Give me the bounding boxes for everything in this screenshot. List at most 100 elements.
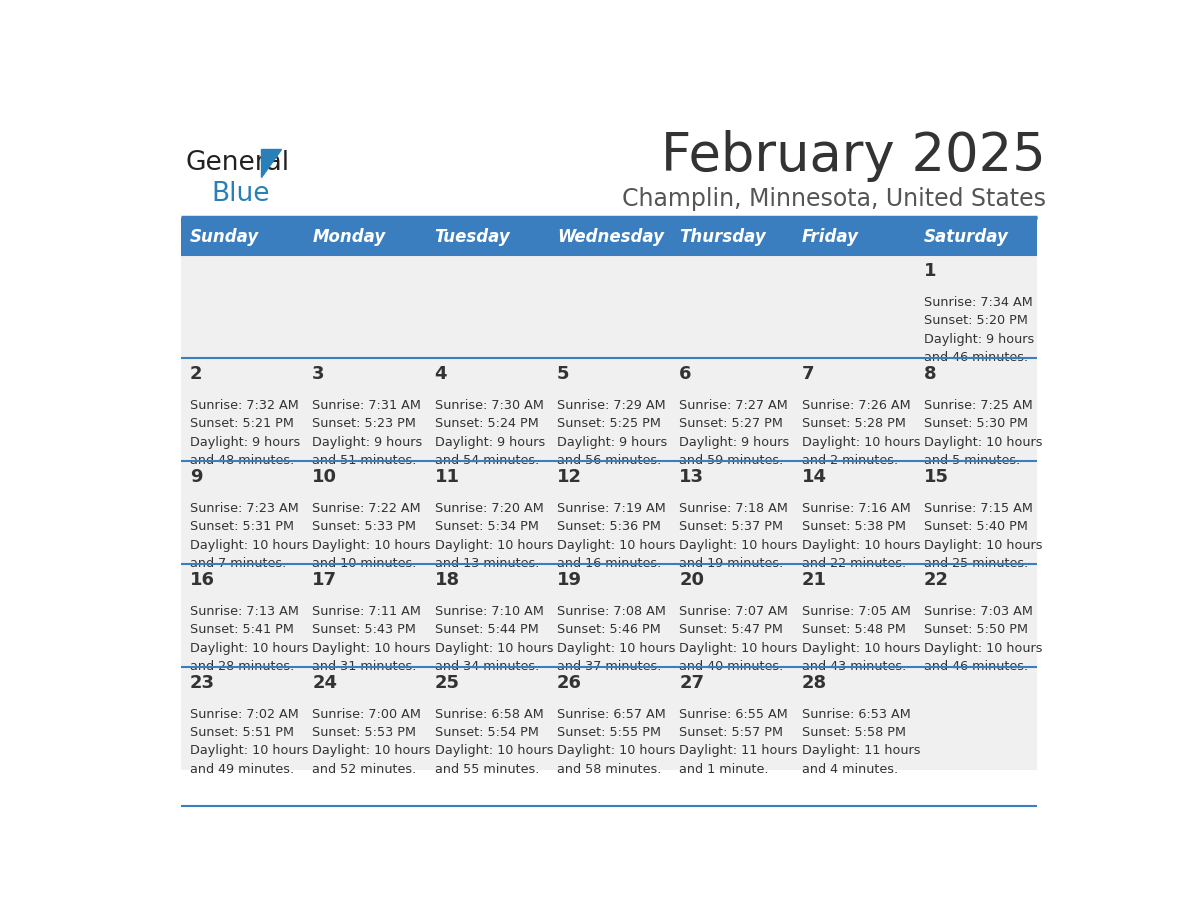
Bar xyxy=(181,564,1037,666)
Text: Sunset: 5:48 PM: Sunset: 5:48 PM xyxy=(802,623,905,636)
Text: Sunrise: 7:26 AM: Sunrise: 7:26 AM xyxy=(802,399,910,412)
Text: and 4 minutes.: and 4 minutes. xyxy=(802,763,898,776)
Text: 1: 1 xyxy=(924,263,936,280)
Text: Daylight: 10 hours: Daylight: 10 hours xyxy=(435,539,554,552)
Text: Daylight: 10 hours: Daylight: 10 hours xyxy=(190,642,309,655)
Text: and 49 minutes.: and 49 minutes. xyxy=(190,763,295,776)
Text: Sunrise: 7:02 AM: Sunrise: 7:02 AM xyxy=(190,708,298,721)
Text: Sunset: 5:25 PM: Sunset: 5:25 PM xyxy=(557,418,661,431)
Text: Sunrise: 7:30 AM: Sunrise: 7:30 AM xyxy=(435,399,543,412)
Text: Thursday: Thursday xyxy=(680,228,766,246)
Text: and 13 minutes.: and 13 minutes. xyxy=(435,557,539,570)
Text: Sunset: 5:33 PM: Sunset: 5:33 PM xyxy=(312,521,416,533)
Text: Champlin, Minnesota, United States: Champlin, Minnesota, United States xyxy=(623,186,1047,210)
Text: Daylight: 10 hours: Daylight: 10 hours xyxy=(924,642,1042,655)
Text: 18: 18 xyxy=(435,571,460,588)
Text: Sunrise: 7:31 AM: Sunrise: 7:31 AM xyxy=(312,399,421,412)
Text: 28: 28 xyxy=(802,674,827,692)
Text: Sunset: 5:31 PM: Sunset: 5:31 PM xyxy=(190,521,293,533)
Bar xyxy=(181,666,1037,769)
Text: Daylight: 10 hours: Daylight: 10 hours xyxy=(680,539,797,552)
Text: 23: 23 xyxy=(190,674,215,692)
Text: 8: 8 xyxy=(924,365,936,383)
Text: Sunset: 5:28 PM: Sunset: 5:28 PM xyxy=(802,418,905,431)
Text: and 51 minutes.: and 51 minutes. xyxy=(312,454,417,467)
Text: Daylight: 10 hours: Daylight: 10 hours xyxy=(435,642,554,655)
Text: 19: 19 xyxy=(557,571,582,588)
Text: Sunrise: 7:22 AM: Sunrise: 7:22 AM xyxy=(312,502,421,515)
Text: Sunset: 5:47 PM: Sunset: 5:47 PM xyxy=(680,623,783,636)
Polygon shape xyxy=(261,149,282,177)
Text: and 7 minutes.: and 7 minutes. xyxy=(190,557,286,570)
Text: and 5 minutes.: and 5 minutes. xyxy=(924,454,1020,467)
Text: and 48 minutes.: and 48 minutes. xyxy=(190,454,295,467)
Text: 10: 10 xyxy=(312,468,337,486)
Text: Saturday: Saturday xyxy=(924,228,1009,246)
Text: Sunset: 5:23 PM: Sunset: 5:23 PM xyxy=(312,418,416,431)
Text: 11: 11 xyxy=(435,468,460,486)
Text: and 22 minutes.: and 22 minutes. xyxy=(802,557,905,570)
Text: Daylight: 10 hours: Daylight: 10 hours xyxy=(802,436,920,449)
Text: Sunset: 5:37 PM: Sunset: 5:37 PM xyxy=(680,521,783,533)
Text: Sunrise: 7:07 AM: Sunrise: 7:07 AM xyxy=(680,605,788,618)
Text: Sunset: 5:30 PM: Sunset: 5:30 PM xyxy=(924,418,1028,431)
Text: Daylight: 11 hours: Daylight: 11 hours xyxy=(680,744,797,757)
Text: 6: 6 xyxy=(680,365,691,383)
Text: Sunrise: 7:15 AM: Sunrise: 7:15 AM xyxy=(924,502,1032,515)
Text: Sunrise: 7:03 AM: Sunrise: 7:03 AM xyxy=(924,605,1032,618)
Text: Daylight: 10 hours: Daylight: 10 hours xyxy=(924,436,1042,449)
Text: Sunrise: 7:32 AM: Sunrise: 7:32 AM xyxy=(190,399,298,412)
Text: 22: 22 xyxy=(924,571,949,588)
Text: Daylight: 10 hours: Daylight: 10 hours xyxy=(190,539,309,552)
Bar xyxy=(303,218,425,255)
Bar xyxy=(181,461,1037,564)
Text: 15: 15 xyxy=(924,468,949,486)
Text: Sunrise: 7:18 AM: Sunrise: 7:18 AM xyxy=(680,502,788,515)
Text: Sunset: 5:50 PM: Sunset: 5:50 PM xyxy=(924,623,1028,636)
Text: and 25 minutes.: and 25 minutes. xyxy=(924,557,1028,570)
Text: Daylight: 10 hours: Daylight: 10 hours xyxy=(802,642,920,655)
Text: 26: 26 xyxy=(557,674,582,692)
Text: Daylight: 10 hours: Daylight: 10 hours xyxy=(312,744,431,757)
Text: February 2025: February 2025 xyxy=(662,130,1047,182)
Text: Sunrise: 7:25 AM: Sunrise: 7:25 AM xyxy=(924,399,1032,412)
Text: General: General xyxy=(185,151,290,176)
Text: and 54 minutes.: and 54 minutes. xyxy=(435,454,539,467)
Text: Sunset: 5:27 PM: Sunset: 5:27 PM xyxy=(680,418,783,431)
Text: Daylight: 10 hours: Daylight: 10 hours xyxy=(312,539,431,552)
Text: and 31 minutes.: and 31 minutes. xyxy=(312,660,417,673)
Text: Daylight: 10 hours: Daylight: 10 hours xyxy=(190,744,309,757)
Text: Friday: Friday xyxy=(802,228,859,246)
Text: Sunset: 5:43 PM: Sunset: 5:43 PM xyxy=(312,623,416,636)
Bar xyxy=(792,218,915,255)
Text: Sunrise: 7:27 AM: Sunrise: 7:27 AM xyxy=(680,399,788,412)
Text: Daylight: 10 hours: Daylight: 10 hours xyxy=(557,744,676,757)
Text: and 1 minute.: and 1 minute. xyxy=(680,763,769,776)
Text: 3: 3 xyxy=(312,365,324,383)
Text: Sunset: 5:44 PM: Sunset: 5:44 PM xyxy=(435,623,538,636)
Text: 7: 7 xyxy=(802,365,814,383)
Bar xyxy=(915,218,1037,255)
Text: Sunset: 5:36 PM: Sunset: 5:36 PM xyxy=(557,521,661,533)
Text: Daylight: 10 hours: Daylight: 10 hours xyxy=(680,642,797,655)
Text: Daylight: 10 hours: Daylight: 10 hours xyxy=(312,642,431,655)
Text: Sunrise: 7:23 AM: Sunrise: 7:23 AM xyxy=(190,502,298,515)
Text: 17: 17 xyxy=(312,571,337,588)
Text: Sunset: 5:46 PM: Sunset: 5:46 PM xyxy=(557,623,661,636)
Text: and 34 minutes.: and 34 minutes. xyxy=(435,660,539,673)
Text: Sunset: 5:53 PM: Sunset: 5:53 PM xyxy=(312,726,416,739)
Text: and 55 minutes.: and 55 minutes. xyxy=(435,763,539,776)
Text: Sunset: 5:55 PM: Sunset: 5:55 PM xyxy=(557,726,661,739)
Text: Sunset: 5:41 PM: Sunset: 5:41 PM xyxy=(190,623,293,636)
Text: and 2 minutes.: and 2 minutes. xyxy=(802,454,898,467)
Text: 20: 20 xyxy=(680,571,704,588)
Text: and 37 minutes.: and 37 minutes. xyxy=(557,660,662,673)
Text: and 40 minutes.: and 40 minutes. xyxy=(680,660,783,673)
Text: Sunset: 5:24 PM: Sunset: 5:24 PM xyxy=(435,418,538,431)
Text: Daylight: 9 hours: Daylight: 9 hours xyxy=(435,436,545,449)
Text: Daylight: 9 hours: Daylight: 9 hours xyxy=(190,436,301,449)
Text: 14: 14 xyxy=(802,468,827,486)
Text: Sunset: 5:58 PM: Sunset: 5:58 PM xyxy=(802,726,905,739)
Text: Sunset: 5:20 PM: Sunset: 5:20 PM xyxy=(924,315,1028,328)
Text: Sunset: 5:40 PM: Sunset: 5:40 PM xyxy=(924,521,1028,533)
